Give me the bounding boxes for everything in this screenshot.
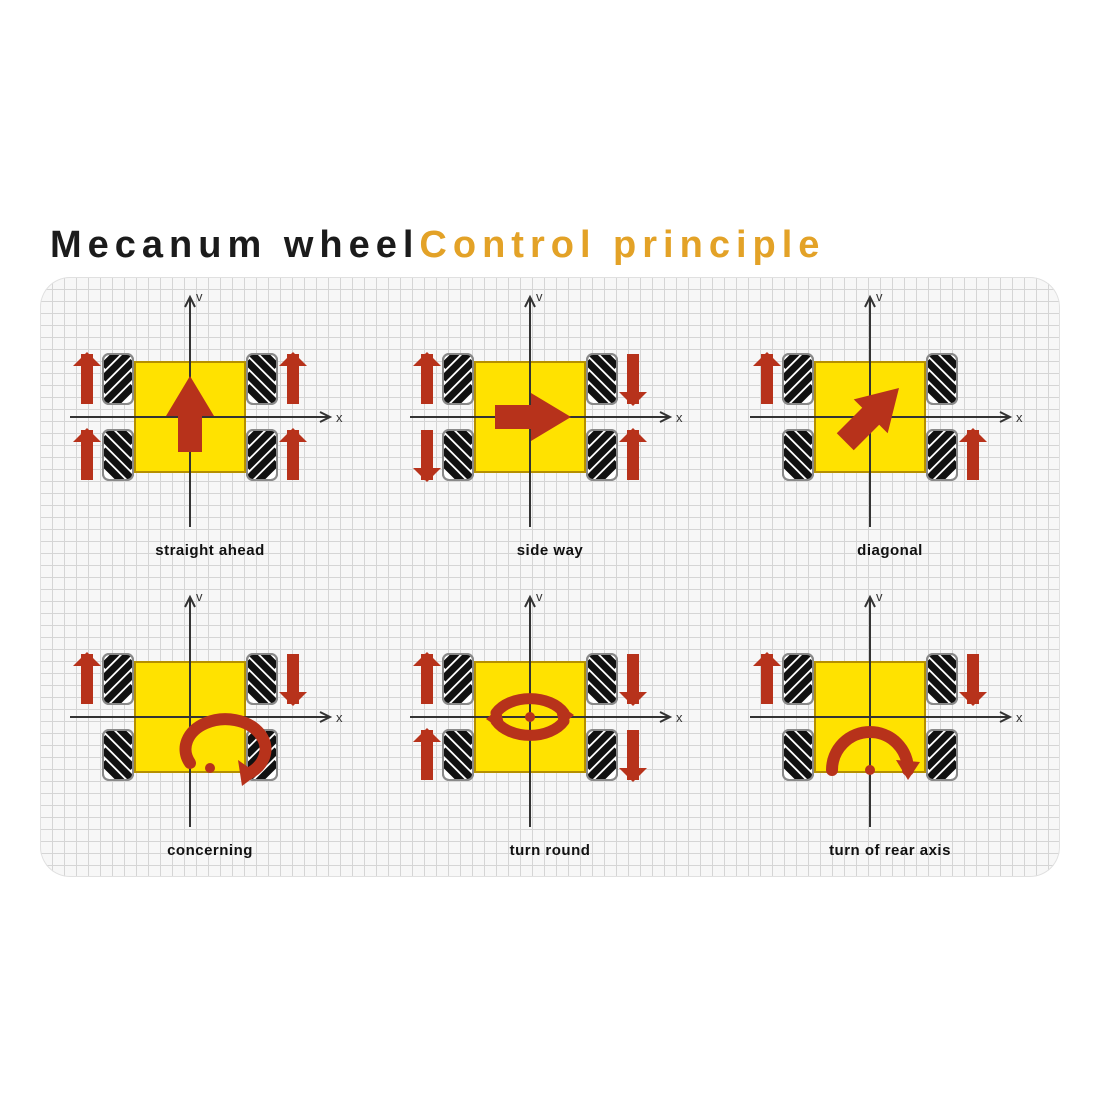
diagram-side-way: xv xyxy=(380,277,720,577)
svg-text:x: x xyxy=(336,710,343,725)
cell-turn-round: xvturn round xyxy=(380,577,720,877)
title: Mecanum wheelControl principle xyxy=(50,224,1060,267)
caption-side-way: side way xyxy=(380,542,720,559)
svg-text:v: v xyxy=(536,589,543,604)
svg-text:x: x xyxy=(1016,410,1023,425)
svg-text:v: v xyxy=(876,289,883,304)
cell-diagonal: xvdiagonal xyxy=(720,277,1060,577)
diagram-diagonal: xv xyxy=(720,277,1060,577)
caption-turn-rear-axis: turn of rear axis xyxy=(720,842,1060,859)
caption-turn-round: turn round xyxy=(380,842,720,859)
svg-text:v: v xyxy=(536,289,543,304)
svg-text:x: x xyxy=(676,710,683,725)
infographic-frame: Mecanum wheelControl principle xvstraigh… xyxy=(40,224,1060,877)
svg-text:x: x xyxy=(336,410,343,425)
svg-text:v: v xyxy=(876,589,883,604)
svg-text:x: x xyxy=(1016,710,1023,725)
diagram-grid: xvstraight aheadxvside wayxvdiagonalxvco… xyxy=(40,277,1060,877)
title-part-2: Control principle xyxy=(419,224,825,266)
diagram-turn-rear-axis: xv xyxy=(720,577,1060,877)
diagram-panel: xvstraight aheadxvside wayxvdiagonalxvco… xyxy=(40,277,1060,877)
cell-straight-ahead: xvstraight ahead xyxy=(40,277,380,577)
caption-diagonal: diagonal xyxy=(720,542,1060,559)
diagram-straight-ahead: xv xyxy=(40,277,380,577)
caption-straight-ahead: straight ahead xyxy=(40,542,380,559)
diagram-concerning: xv xyxy=(40,577,380,877)
diagram-turn-round: xv xyxy=(380,577,720,877)
svg-text:x: x xyxy=(676,410,683,425)
caption-concerning: concerning xyxy=(40,842,380,859)
cell-turn-rear-axis: xvturn of rear axis xyxy=(720,577,1060,877)
title-part-1: Mecanum wheel xyxy=(50,224,419,266)
cell-side-way: xvside way xyxy=(380,277,720,577)
svg-text:v: v xyxy=(196,589,203,604)
svg-text:v: v xyxy=(196,289,203,304)
cell-concerning: xvconcerning xyxy=(40,577,380,877)
